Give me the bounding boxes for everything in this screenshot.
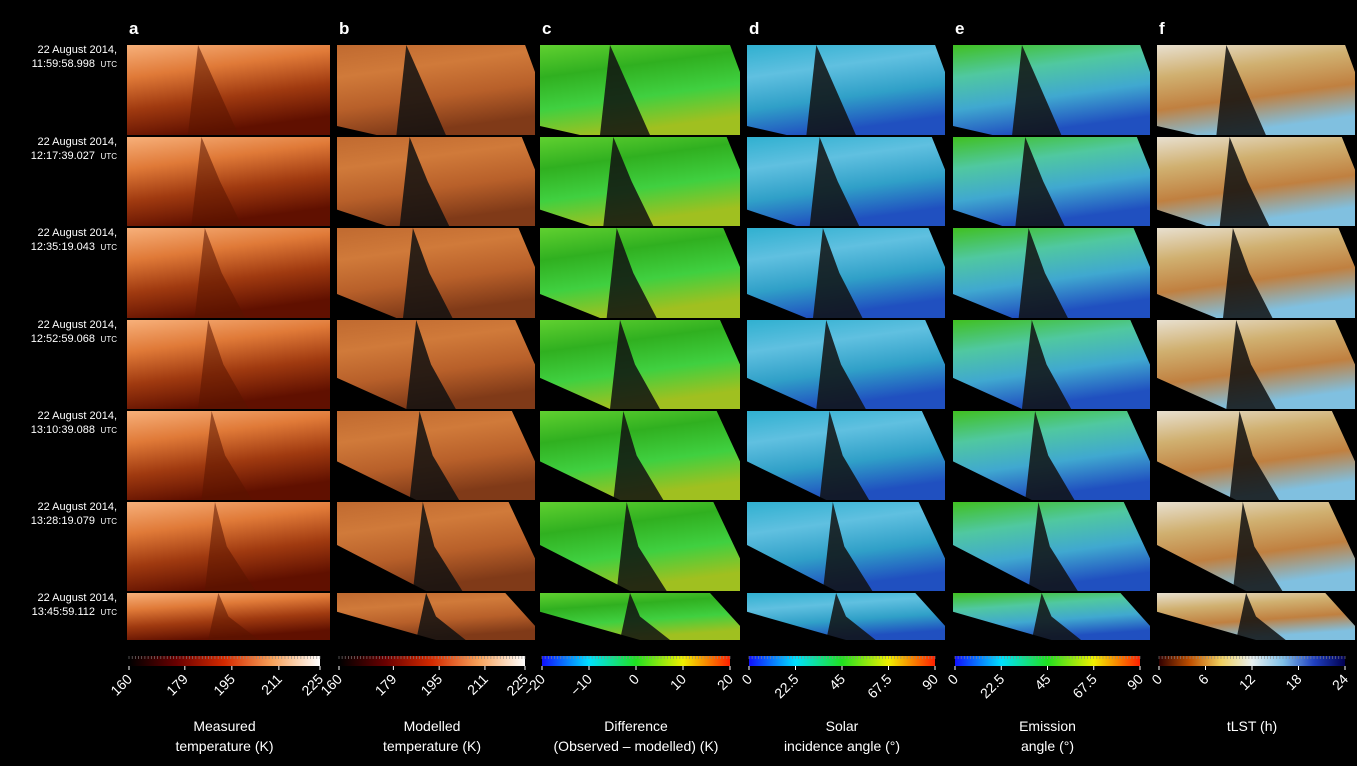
timestamp-date: 22 August 2014, (37, 410, 117, 422)
timestamp-date: 22 August 2014, (37, 501, 117, 513)
timestamp-time: 13:28:19.079 (31, 515, 95, 527)
colorbar-title: temperature (K) (175, 738, 273, 754)
colorbar-title: angle (°) (1021, 738, 1074, 754)
timestamp-zone: UTC (101, 60, 118, 69)
colorbar-title: Measured (193, 718, 255, 734)
timestamp-time: 12:52:59.068 (31, 333, 95, 345)
timestamp-zone: UTC (101, 608, 118, 617)
panel-letter: a (129, 19, 139, 38)
timestamp-time: 13:45:59.112 (32, 606, 95, 618)
panel-letter: f (1159, 19, 1165, 38)
timestamp-date: 22 August 2014, (37, 592, 117, 604)
colorbar-title: Solar (826, 718, 859, 734)
colorbar-title: (Observed – modelled) (K) (554, 738, 719, 754)
colorbar-title: Difference (604, 718, 668, 734)
panel-letter: b (339, 19, 349, 38)
colorbar-title: tLST (h) (1227, 718, 1277, 734)
panel-letter: d (749, 19, 759, 38)
timestamp-date: 22 August 2014, (37, 319, 117, 331)
timestamp-date: 22 August 2014, (37, 44, 117, 56)
timestamp-time: 13:10:39.088 (31, 424, 95, 436)
timestamp-zone: UTC (101, 517, 118, 526)
timestamp-zone: UTC (101, 152, 118, 161)
timestamp-zone: UTC (101, 426, 118, 435)
timestamp-zone: UTC (101, 335, 118, 344)
timestamp-date: 22 August 2014, (37, 227, 117, 239)
colorbar-title: incidence angle (°) (784, 738, 900, 754)
timestamp-date: 22 August 2014, (37, 136, 117, 148)
timestamp-time: 12:17:39.027 (31, 150, 95, 162)
timestamp-time: 11:59:58.998 (32, 58, 95, 70)
colorbar-title: Modelled (404, 718, 461, 734)
panel-letter: c (542, 19, 551, 38)
timestamp-zone: UTC (101, 243, 118, 252)
panel-letter: e (955, 19, 964, 38)
figure: 22 August 2014, UTC 11:59:58.998 22 August … (0, 0, 1357, 766)
colorbar-title: Emission (1019, 718, 1076, 734)
timestamp-time: 12:35:19.043 (31, 241, 95, 253)
colorbar-title: temperature (K) (383, 738, 481, 754)
